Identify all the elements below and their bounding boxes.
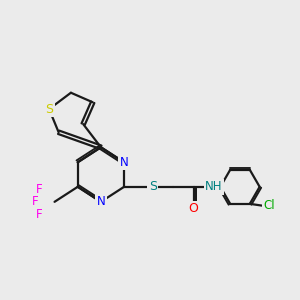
Text: NH: NH [205, 180, 223, 193]
Text: N: N [120, 156, 128, 169]
Text: F: F [36, 208, 43, 220]
Text: F: F [36, 183, 43, 196]
Text: S: S [149, 180, 157, 193]
Text: F: F [32, 195, 38, 208]
Text: Cl: Cl [264, 200, 275, 212]
Text: N: N [97, 195, 105, 208]
Text: S: S [45, 103, 53, 116]
Text: O: O [189, 202, 199, 215]
